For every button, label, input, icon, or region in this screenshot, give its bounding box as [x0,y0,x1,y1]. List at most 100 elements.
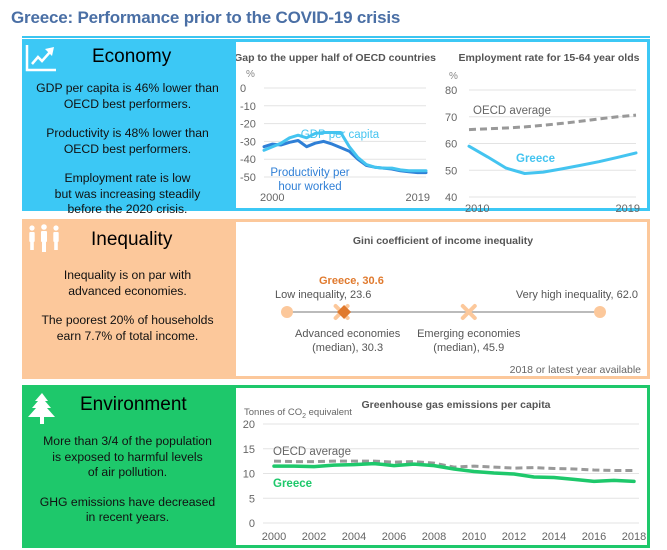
x-tick-label: 2018 [622,531,646,543]
environment-paragraph: More than 3/4 of the population is expose… [22,434,233,481]
chart-title: Gini coefficient of income inequality [353,235,533,247]
oecd-series-label: OECD average [273,446,351,458]
x-tick-label: 2010 [462,531,486,543]
series-line-greece [272,461,636,484]
greece-marker [337,305,352,319]
x-tick-label: 2006 [382,531,406,543]
text-line: earn 7.7% of total income. [56,328,199,343]
employment-chart: Employment rate for 15-64 year olds 80 70 6… [445,52,640,214]
emerging-economies-label-line2: (median), 45.9 [433,342,504,354]
title-rule [22,36,650,38]
series-line-oecd-average [273,459,634,472]
inequality-heading: Inequality [91,229,173,250]
environment-summary-panel: Environment More than 3/4 of the populat… [22,385,233,548]
x-tick-label: 2002 [302,531,326,543]
economy-paragraph: Productivity is 48% lower than OECD best … [22,126,233,157]
y-axis-unit: % [246,69,255,80]
text-line: of air pollution. [87,465,168,479]
inequality-paragraph: The poorest 20% of households earn 7.7% o… [22,313,233,344]
y-tick-label: -30 [240,136,256,148]
text-line: More than 3/4 of the population [43,434,212,448]
economy-text: GDP per capita is 46% lower than OECD bes… [22,81,233,232]
chart-title: Gap to the upper half of OECD countries [236,52,436,64]
y-tick-label: 80 [445,85,457,97]
text-line: advanced economies. [68,283,187,298]
x-tick-label: 2012 [502,531,526,543]
gini-note: 2018 or latest year available [510,364,641,376]
y-label-subscript: 2 [302,413,306,420]
advanced-economies-label-line1: Advanced economies [295,328,401,340]
x-tick-label: 2019 [406,192,430,204]
emerging-economies-marker [460,304,477,320]
text-line: OECD best performers. [63,96,192,111]
series-line-gdp-per-capita [262,131,428,173]
x-tick-label: 2000 [262,531,286,543]
text-line: but was increasing steadily [54,186,201,201]
y-tick-label: 20 [243,419,255,431]
oecd-series-label: OECD average [473,105,551,117]
y-tick-label: 60 [445,139,457,151]
inequality-summary-panel: Inequality Inequality is on par with adva… [22,219,233,379]
y-tick-label: -10 [240,101,256,113]
text-line: Productivity is 48% lower than [46,126,209,140]
y-tick-label: 0 [240,83,246,95]
advanced-economies-label-line2: (median), 30.3 [312,342,383,354]
text-line: GHG emissions have decreased [39,494,216,509]
y-axis-label: Tonnes of CO2 equivalent [244,407,352,420]
pine-tree-icon [25,392,59,431]
low-inequality-marker [281,306,293,318]
text-line: OECD best performers. [63,141,192,156]
x-tick-label: 2000 [260,192,284,204]
inequality-text: Inequality is on par with advanced econom… [22,268,233,358]
emerging-economies-marker-stroke [460,304,477,320]
y-label-part: Tonnes of CO [244,407,302,418]
trending-up-chart-icon [25,44,57,77]
environment-chart-panel: Greenhouse gas emissions per capita Tonne… [233,385,650,548]
high-inequality-label: Very high inequality, 62.0 [516,289,638,301]
x-tick-label: 2008 [422,531,446,543]
ghg-chart: Greenhouse gas emissions per capita Tonne… [243,399,646,543]
high-inequality-marker [594,306,606,318]
productivity-series-label-line2: hour worked [278,181,341,193]
environment-text: More than 3/4 of the population is expose… [22,434,233,540]
y-tick-label: 40 [445,192,457,204]
y-tick-label: 15 [243,444,255,456]
y-tick-label: 10 [243,469,255,481]
y-tick-label: 50 [445,165,457,177]
environment-paragraph: GHG emissions have decreased in recent ye… [22,495,233,526]
y-tick-label: 5 [249,493,255,505]
low-inequality-label: Low inequality, 23.6 [275,289,371,301]
x-tick-label: 2004 [342,531,366,543]
chart-title: Employment rate for 15-64 year olds [459,52,640,64]
y-label-part: equivalent [306,407,352,418]
y-tick-label: 0 [249,518,255,530]
y-axis-unit: % [449,71,458,82]
x-tick-label: 2014 [542,531,566,543]
page-title: Greece: Performance prior to the COVID-1… [11,8,401,27]
y-tick-label: -40 [240,154,256,166]
text-line: Inequality is on par with [63,268,192,282]
economy-paragraph: GDP per capita is 46% lower than OECD bes… [22,81,233,112]
economy-heading: Economy [92,46,172,67]
x-tick-label: 2010 [465,203,489,214]
text-line: before the 2020 crisis. [67,202,188,216]
productivity-series-label-line1: Productivity per [270,167,349,179]
chart-title: Greenhouse gas emissions per capita [361,399,550,411]
greece-label: Greece, 30.6 [319,275,384,287]
greece-series-label: Greece [273,478,312,490]
series-line-greece [467,144,638,175]
text-line: GDP per capita is 46% lower than [36,81,219,95]
series-line-oecd-average [468,113,637,132]
economy-paragraph: Employment rate is low but was increasing… [22,171,233,218]
text-line: The poorest 20% of households [41,313,214,327]
text-line: is exposed to harmful levels [52,449,203,464]
x-tick-label: 2019 [616,203,640,214]
inequality-chart-panel: Gini coefficient of income inequality Low… [233,219,650,379]
greece-series-label: Greece [516,153,555,165]
people-group-icon [27,224,61,259]
gdp-series-label: GDP per capita [301,129,380,141]
inequality-paragraph: Inequality is on par with advanced econom… [22,268,233,299]
x-tick-label: 2016 [582,531,606,543]
y-tick-label: -50 [240,172,256,184]
y-tick-label: -20 [240,119,256,131]
